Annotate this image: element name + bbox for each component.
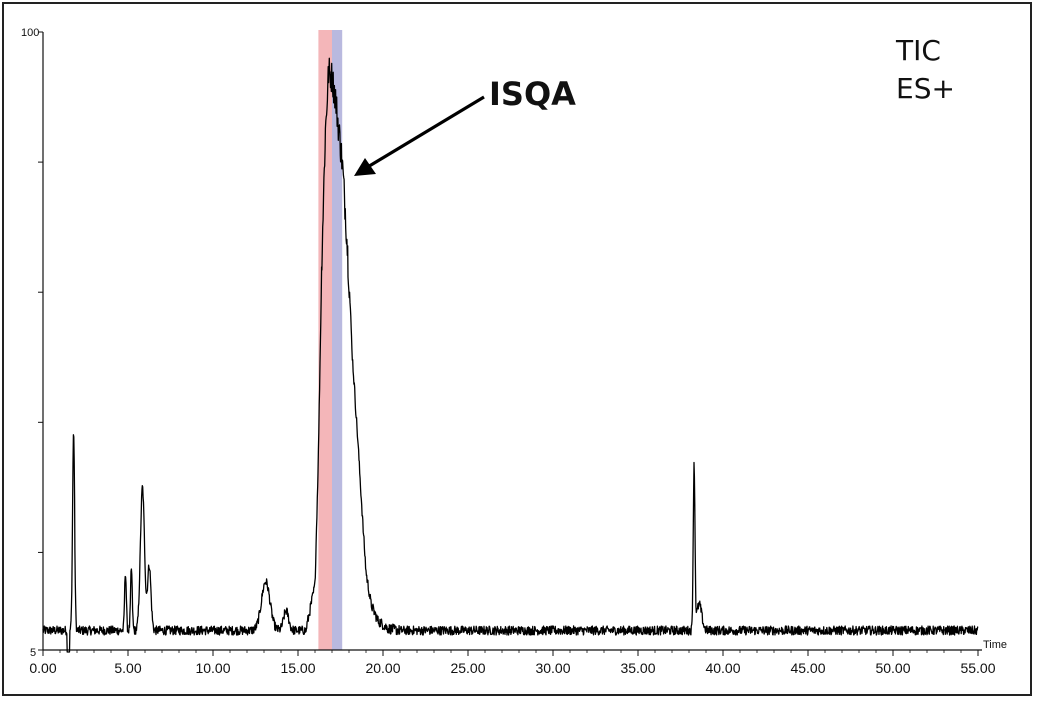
x-axis-label: Time	[983, 639, 1007, 651]
shaded-regions	[318, 30, 343, 650]
x-tick-label: 20.00	[365, 660, 400, 676]
y-tick-label-bottom: 5	[30, 647, 36, 659]
y-tick-label-top: 100	[21, 27, 39, 39]
y-ticks	[38, 31, 43, 651]
x-tick-label: 40.00	[705, 660, 740, 676]
x-tick-label: 50.00	[875, 660, 910, 676]
corner-label-tic: TIC	[895, 34, 941, 67]
isqa-annotation: ISQA	[354, 75, 576, 176]
annotation-label: ISQA	[489, 75, 576, 113]
chart-frame	[2, 2, 1032, 696]
shaded-region-2	[332, 30, 343, 650]
annotation-arrow-shaft	[365, 95, 485, 170]
tic-trace	[42, 57, 979, 653]
x-tick-label: 45.00	[790, 660, 825, 676]
x-tick-label: 35.00	[620, 660, 655, 676]
x-tick-label: 30.00	[535, 660, 570, 676]
axes	[42, 32, 982, 651]
x-ticks: 0.00 5.00 10.00 15.00 20.00 25.00 30.00 35.00 40…	[29, 650, 996, 676]
x-tick-label: 55.00	[960, 660, 995, 676]
shaded-region-1	[318, 30, 332, 650]
corner-label-es: ES+	[896, 72, 955, 105]
x-tick-label: 25.00	[450, 660, 485, 676]
annotation-arrow-head	[354, 158, 376, 176]
x-tick-label: 0.00	[29, 660, 56, 676]
x-tick-label: 5.00	[114, 660, 141, 676]
x-tick-label: 15.00	[280, 660, 315, 676]
x-tick-label: 10.00	[195, 660, 230, 676]
